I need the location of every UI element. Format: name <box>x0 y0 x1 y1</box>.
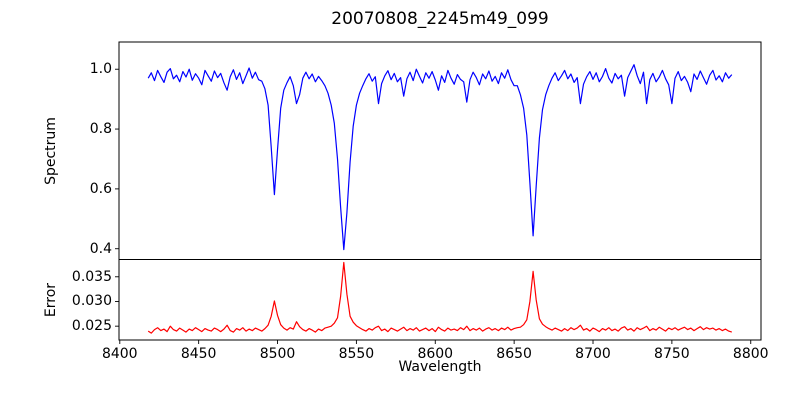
y-axis-label-spectrum: Spectrum <box>43 117 59 185</box>
spectrum-line <box>147 64 733 251</box>
x-tick-label: 8650 <box>496 346 532 362</box>
x-tick-label: 8500 <box>259 346 296 362</box>
panel-frame-spectrum <box>118 41 762 260</box>
x-tick-label: 8750 <box>654 346 690 362</box>
y-tick-label: 1.0 <box>89 61 112 78</box>
y-tick-label: 0.025 <box>71 318 112 335</box>
y-axis-label-error: Error <box>43 282 59 318</box>
x-tick-label: 8700 <box>575 346 611 362</box>
panel-frame-error <box>118 259 762 341</box>
y-tick-label: 0.6 <box>89 180 112 197</box>
x-tick-label: 8400 <box>101 346 138 362</box>
x-tick-label: 8600 <box>417 346 454 362</box>
y-tick-label: 0.035 <box>71 268 112 285</box>
y-tick-label: 0.4 <box>89 240 112 257</box>
x-axis-label: Wavelength <box>398 359 482 375</box>
error-line <box>147 261 732 334</box>
y-tick-label: 0.8 <box>89 121 112 138</box>
y-tick-label: 0.030 <box>71 293 112 310</box>
chart-title: 20070808_2245m49_099 <box>331 9 549 29</box>
x-tick-label: 8450 <box>180 346 217 362</box>
x-tick-label: 8800 <box>732 346 769 362</box>
x-tick-label: 8550 <box>338 346 375 362</box>
